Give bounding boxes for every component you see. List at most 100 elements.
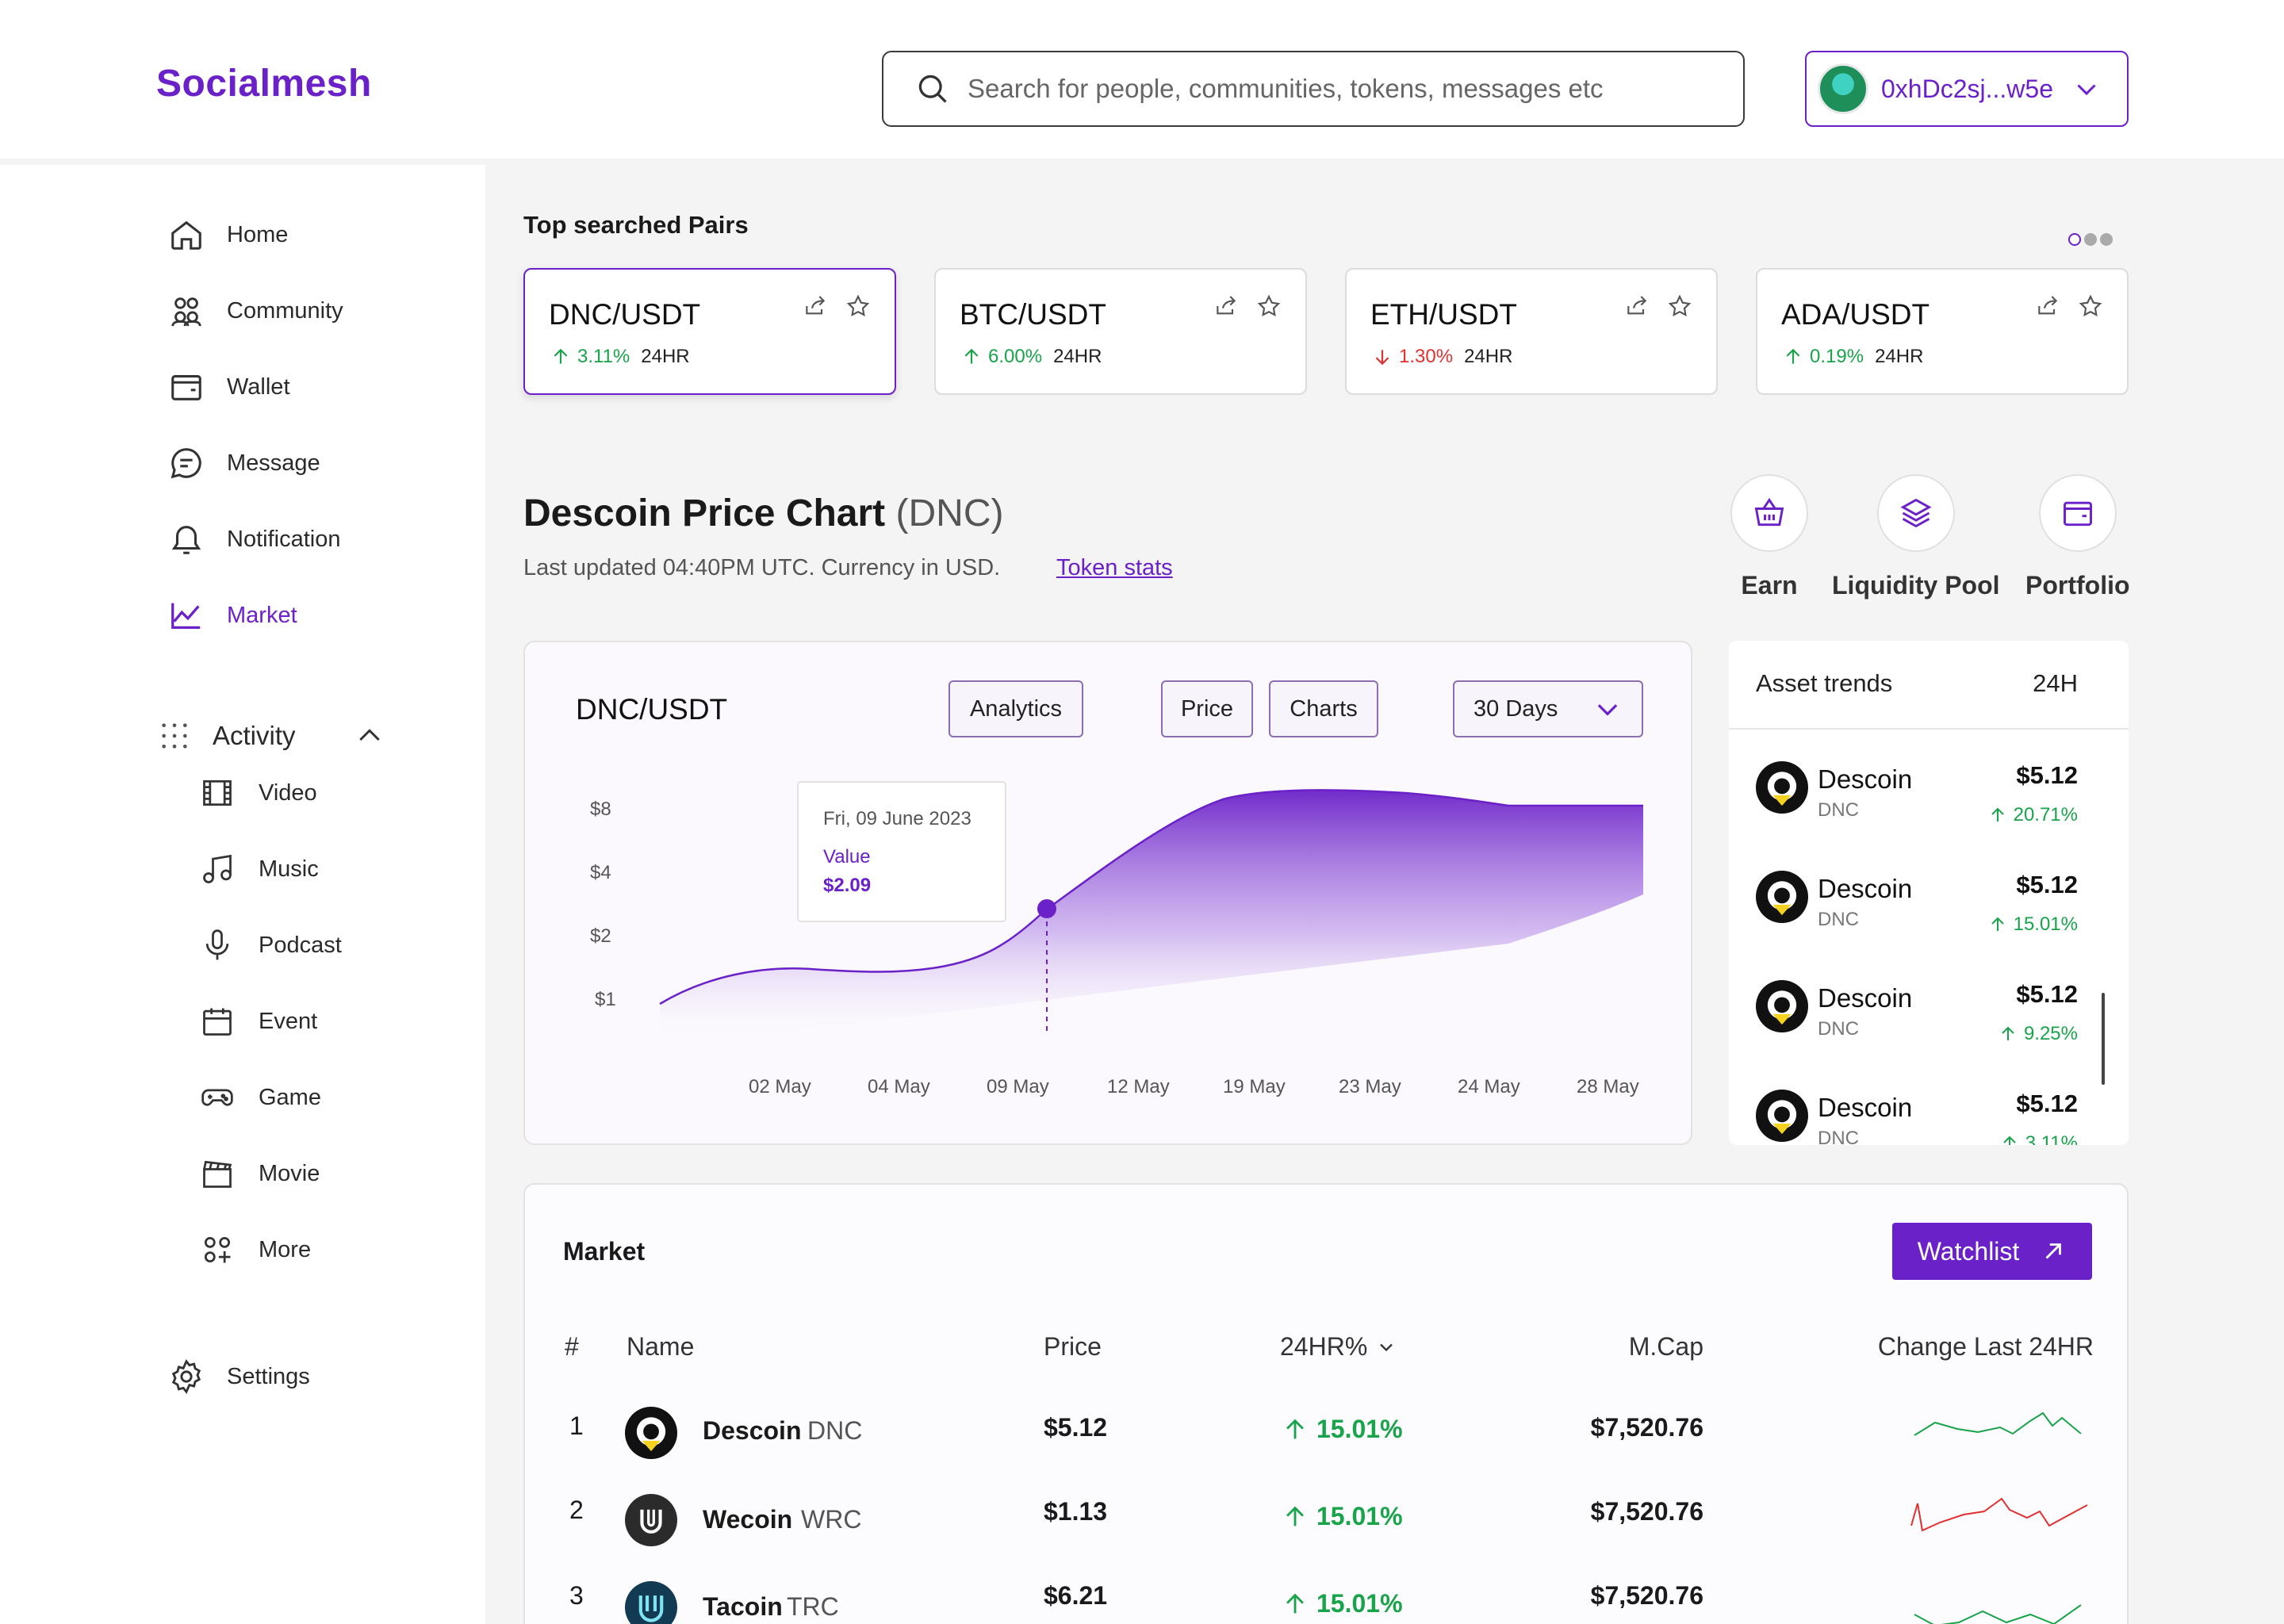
share-icon[interactable] xyxy=(1213,293,1239,319)
sidebar-item-podcast[interactable]: Podcast xyxy=(200,923,342,967)
asset-ticker: DNC xyxy=(1818,799,1859,821)
quick-action-label: Liquidity Pool xyxy=(1832,571,2000,599)
app-logo[interactable]: Socialmesh xyxy=(156,63,372,105)
pair-card[interactable]: ADA/USDT 0.19% 24HR xyxy=(1756,268,2129,395)
chevron-down-icon xyxy=(1380,1343,1393,1351)
charts-button[interactable]: Charts xyxy=(1269,680,1378,737)
pair-name: BTC/USDT xyxy=(960,298,1106,331)
pager-dot[interactable] xyxy=(2084,233,2097,246)
asset-trends-period[interactable]: 24H xyxy=(2033,669,2078,697)
asset-trend-row[interactable]: Descoin DNC $5.12 9.25% xyxy=(1729,958,2129,1053)
range-select[interactable]: 30 Days xyxy=(1453,680,1643,737)
sidebar-item-home[interactable]: Home xyxy=(168,213,288,257)
sidebar-item-settings[interactable]: Settings xyxy=(168,1354,310,1399)
pair-period: 24HR xyxy=(1053,346,1102,367)
sparkline-chart xyxy=(1914,1411,2082,1436)
sidebar-item-label: Music xyxy=(259,856,319,882)
earn-button[interactable]: Earn xyxy=(1730,474,1808,600)
film-icon xyxy=(203,779,232,806)
carousel-pager[interactable] xyxy=(2068,233,2113,246)
message-icon xyxy=(171,448,201,479)
y-tick-label: $1 xyxy=(595,989,616,1010)
share-icon[interactable] xyxy=(803,293,828,319)
col-header-change[interactable]: 24HR% xyxy=(1280,1332,1397,1362)
sidebar-item-community[interactable]: Community xyxy=(168,289,343,333)
coin-price: $5.12 xyxy=(1044,1413,1108,1442)
arrow-up-icon xyxy=(1286,1506,1304,1526)
pair-card[interactable]: DNC/USDT 3.11% 24HR xyxy=(523,268,896,395)
top-pairs-title: Top searched Pairs xyxy=(523,211,749,239)
asset-trend-row[interactable]: Descoin DNC $5.12 15.01% xyxy=(1729,848,2129,944)
sidebar-item-message[interactable]: Message xyxy=(168,441,320,485)
x-tick-label: 04 May xyxy=(868,1076,930,1097)
pair-card[interactable]: BTC/USDT 6.00% 24HR xyxy=(934,268,1307,395)
coin-ticker: DNC xyxy=(807,1416,863,1445)
coin-ticker: WRC xyxy=(801,1505,862,1534)
coin-change: 15.01% xyxy=(1282,1589,1403,1618)
price-button[interactable]: Price xyxy=(1161,680,1253,737)
watchlist-button[interactable]: Watchlist xyxy=(1892,1223,2092,1280)
sidebar-item-music[interactable]: Music xyxy=(200,847,319,891)
asset-trends-scrollbar[interactable] xyxy=(2102,993,2105,1085)
sidebar-item-notification[interactable]: Notification xyxy=(168,517,340,561)
asset-change: 20.71% xyxy=(2013,804,2078,825)
coin-change-value: 15.01% xyxy=(1316,1589,1403,1618)
share-icon[interactable] xyxy=(2035,293,2060,319)
coin-ticker: TRC xyxy=(787,1592,839,1621)
search-icon xyxy=(918,75,947,103)
pair-card[interactable]: ETH/USDT 1.30% 24HR xyxy=(1345,268,1718,395)
avatar xyxy=(1818,63,1868,114)
wallet-icon xyxy=(171,375,201,400)
col-header-last: Change Last 24HR xyxy=(1877,1332,2094,1361)
col-header-price[interactable]: Price xyxy=(1044,1332,1102,1361)
coin-change-value: 15.01% xyxy=(1316,1502,1403,1530)
home-icon xyxy=(171,220,201,250)
tacoin-logo-icon xyxy=(625,1581,677,1624)
sidebar-item-label: Settings xyxy=(227,1363,310,1389)
chevron-up-icon[interactable] xyxy=(354,720,385,752)
token-stats-link[interactable]: Token stats xyxy=(1056,555,1173,580)
market-title: Market xyxy=(563,1237,646,1266)
pager-dot[interactable] xyxy=(2100,233,2113,246)
liquidity-pool-button[interactable]: Liquidity Pool xyxy=(1832,474,2000,600)
activity-section-toggle[interactable]: Activity xyxy=(159,714,380,758)
descoin-logo-icon xyxy=(625,1407,677,1459)
x-tick-label: 12 May xyxy=(1107,1076,1170,1097)
sidebar-item-game[interactable]: Game xyxy=(200,1075,321,1120)
asset-ticker: DNC xyxy=(1818,1128,1859,1145)
range-select-value: 30 Days xyxy=(1473,695,1558,722)
search-input[interactable] xyxy=(968,74,1721,104)
chart-line-icon xyxy=(171,603,201,629)
sidebar-item-wallet[interactable]: Wallet xyxy=(168,365,290,409)
pager-dot[interactable] xyxy=(2068,233,2081,246)
sidebar-item-label: Game xyxy=(259,1084,321,1110)
asset-price: $5.12 xyxy=(2016,871,2078,898)
portfolio-button[interactable]: Portfolio xyxy=(2025,474,2130,600)
wallet-address-button[interactable]: 0xhDc2sj...w5e xyxy=(1805,51,2129,127)
pair-name: DNC/USDT xyxy=(549,298,701,331)
sidebar-item-market[interactable]: Market xyxy=(168,593,297,638)
coin-change: 15.01% xyxy=(1282,1415,1403,1444)
col-header-mcap[interactable]: M.Cap xyxy=(1628,1332,1703,1361)
star-icon[interactable] xyxy=(1667,293,1692,319)
sidebar-item-label: Notification xyxy=(227,526,341,552)
sidebar-item-movie[interactable]: Movie xyxy=(200,1151,320,1196)
col-header-name[interactable]: Name xyxy=(627,1332,695,1361)
music-icon xyxy=(203,854,232,883)
sidebar-item-video[interactable]: Video xyxy=(200,771,317,815)
arrow-up-icon xyxy=(1286,1419,1304,1438)
search-box[interactable] xyxy=(882,51,1745,127)
analytics-button[interactable]: Analytics xyxy=(948,680,1083,737)
chevron-down-icon xyxy=(1597,704,1618,716)
share-icon[interactable] xyxy=(1624,293,1650,319)
asset-trend-row[interactable]: Descoin DNC $5.12 3.11% xyxy=(1729,1067,2129,1145)
sidebar-item-event[interactable]: Event xyxy=(200,999,317,1044)
star-icon[interactable] xyxy=(845,293,871,319)
sidebar-item-label: Video xyxy=(259,779,317,806)
star-icon[interactable] xyxy=(1256,293,1282,319)
sidebar-item-more[interactable]: More xyxy=(200,1228,311,1272)
pair-period: 24HR xyxy=(1464,346,1513,367)
watchlist-label: Watchlist xyxy=(1917,1236,2020,1266)
asset-trend-row[interactable]: Descoin DNC $5.12 20.71% xyxy=(1729,739,2129,834)
star-icon[interactable] xyxy=(2078,293,2103,319)
